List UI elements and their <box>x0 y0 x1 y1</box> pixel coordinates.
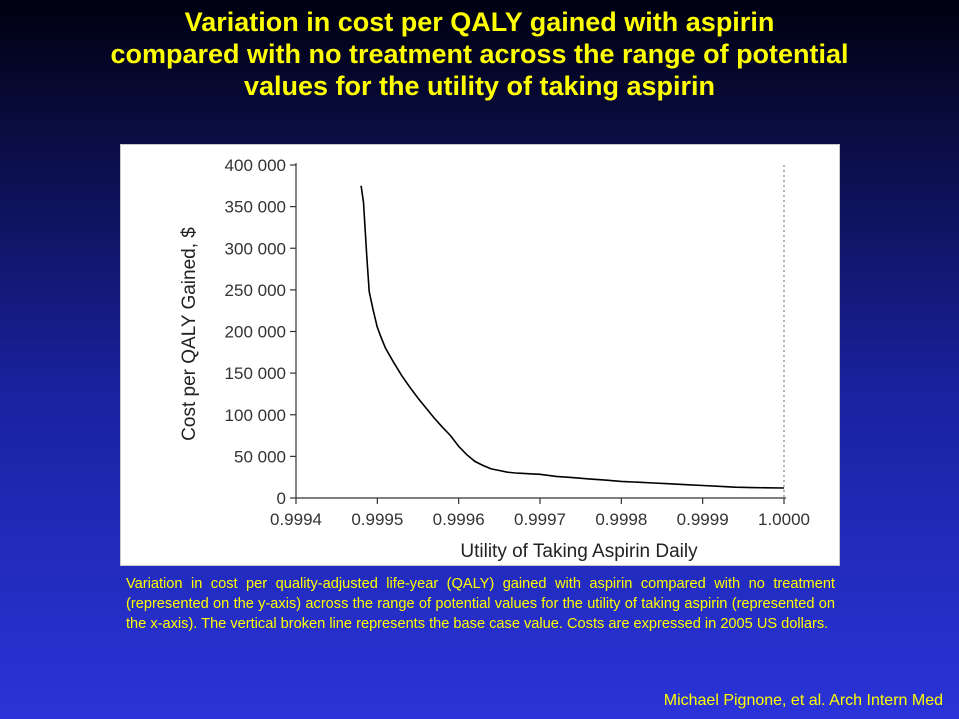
chart-panel: 0 50 000 100 000 150 000 200 000 250 000 300 0… <box>120 144 840 566</box>
chart-axes <box>295 163 786 499</box>
y-tick-label: 400 000 <box>225 156 286 175</box>
x-tick-label: 0.9995 <box>351 510 403 529</box>
y-axis-label: Cost per QALY Gained, $ <box>179 227 200 441</box>
chart-marks <box>360 165 785 498</box>
x-tick-label: 1.0000 <box>758 510 810 529</box>
x-tick-label: 0.9997 <box>514 510 566 529</box>
y-tick-label: 50 000 <box>234 447 286 466</box>
cost-per-qaly-curve <box>360 185 785 489</box>
chart-ticks: 0 50 000 100 000 150 000 200 000 250 000 300 0… <box>225 156 810 529</box>
y-tick-label: 200 000 <box>225 323 286 342</box>
x-tick-label: 0.9996 <box>433 510 485 529</box>
x-axis-label: Utility of Taking Aspirin Daily <box>460 541 698 562</box>
x-tick-label: 0.9998 <box>595 510 647 529</box>
y-tick-label: 350 000 <box>225 198 286 217</box>
x-tick-label: 0.9994 <box>270 510 322 529</box>
slide-title: Variation in cost per QALY gained with a… <box>0 6 959 102</box>
line-chart: 0 50 000 100 000 150 000 200 000 250 000 300 0… <box>179 156 810 562</box>
y-tick-label: 150 000 <box>225 364 286 383</box>
y-tick-label: 0 <box>277 489 286 508</box>
y-tick-label: 300 000 <box>225 239 286 258</box>
x-tick-label: 0.9999 <box>677 510 729 529</box>
slide-title-line-1: Variation in cost per QALY gained with a… <box>184 7 775 37</box>
figure-caption: Variation in cost per quality-adjusted l… <box>126 576 835 632</box>
y-tick-label: 250 000 <box>225 281 286 300</box>
y-tick-label: 100 000 <box>225 406 286 425</box>
citation: Michael Pignone, et al. Arch Intern Med <box>663 692 943 709</box>
slide-title-line-3: values for the utility of taking aspirin <box>243 71 716 101</box>
slide-title-line-2: compared with no treatment across the ra… <box>110 39 849 69</box>
